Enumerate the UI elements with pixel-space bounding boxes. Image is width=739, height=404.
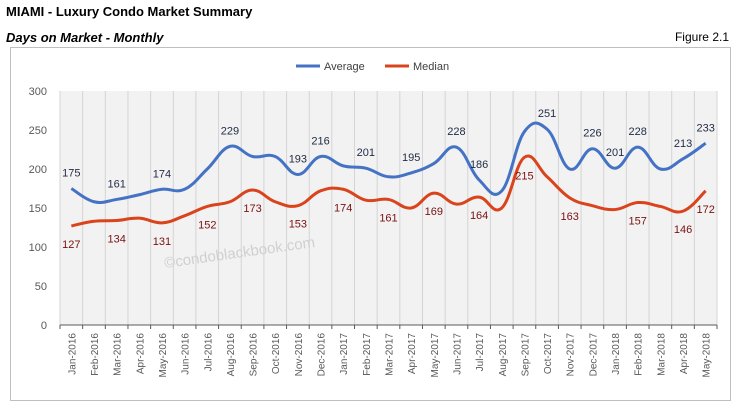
x-tick-label: Jun-2016 — [181, 333, 192, 375]
x-tick-label: Dec-2017 — [588, 333, 599, 377]
data-label: 186 — [470, 159, 488, 171]
chart-subtitle: Days on Market - Monthly — [6, 30, 164, 45]
data-label: 201 — [357, 147, 375, 159]
data-label: 195 — [402, 152, 420, 164]
x-tick-label: Jan-2018 — [611, 333, 622, 375]
data-label: 193 — [289, 153, 307, 165]
x-tick-label: Sep-2017 — [520, 333, 531, 377]
x-tick-label: Mar-2016 — [113, 333, 124, 376]
x-tick-label: May-2018 — [702, 333, 713, 378]
x-tick-label: Jul-2016 — [203, 333, 214, 372]
data-label: 229 — [221, 125, 239, 137]
y-tick-label: 250 — [29, 125, 47, 137]
data-label: 161 — [107, 178, 125, 190]
data-label: 164 — [470, 210, 488, 222]
page-title: MIAMI - Luxury Condo Market Summary — [6, 4, 253, 19]
data-label: 172 — [696, 204, 714, 216]
data-label: 131 — [153, 236, 171, 248]
x-tick-label: Mar-2018 — [656, 333, 667, 376]
data-label: 175 — [62, 168, 80, 180]
y-tick-label: 50 — [35, 281, 47, 293]
data-label: 157 — [629, 216, 647, 228]
y-tick-label: 0 — [41, 320, 47, 332]
data-label: 174 — [153, 168, 171, 180]
x-tick-label: Jan-2017 — [339, 333, 350, 375]
data-label: 213 — [674, 138, 692, 150]
x-tick-label: Dec-2016 — [317, 333, 328, 377]
data-label: 251 — [538, 108, 556, 120]
data-label: 173 — [243, 203, 261, 215]
y-tick-label: 150 — [29, 203, 47, 215]
y-tick-label: 100 — [29, 242, 47, 254]
series-line-average — [70, 121, 707, 205]
figure-number: Figure 2.1 — [674, 30, 729, 44]
data-label: 127 — [62, 239, 80, 251]
data-label: 215 — [515, 170, 533, 182]
data-label: 216 — [311, 136, 329, 148]
data-label: 134 — [107, 233, 125, 245]
data-label: 146 — [674, 224, 692, 236]
data-label: 169 — [425, 206, 443, 218]
y-tick-label: 200 — [29, 164, 47, 176]
data-label: 228 — [629, 126, 647, 138]
x-tick-label: Aug-2017 — [498, 333, 509, 377]
x-tick-label: Apr-2018 — [679, 333, 690, 375]
x-tick-label: Sep-2016 — [249, 333, 260, 377]
data-label: 161 — [379, 212, 397, 224]
data-label: 233 — [696, 122, 714, 134]
x-tick-label: Nov-2016 — [294, 333, 305, 377]
data-label: 163 — [561, 211, 579, 223]
x-tick-label: Feb-2016 — [90, 333, 101, 376]
x-tick-label: Apr-2017 — [407, 333, 418, 375]
x-tick-label: Mar-2017 — [385, 333, 396, 376]
x-tick-label: Feb-2018 — [634, 333, 645, 376]
x-tick-label: May-2017 — [430, 333, 441, 378]
x-tick-label: Jun-2017 — [452, 333, 463, 375]
chart-frame — [10, 47, 731, 401]
data-label: 174 — [334, 202, 352, 214]
x-tick-label: Apr-2016 — [135, 333, 146, 375]
x-tick-label: Jan-2016 — [67, 333, 78, 375]
data-label: 226 — [583, 128, 601, 140]
data-label: 153 — [289, 219, 307, 231]
data-label: 201 — [606, 147, 624, 159]
legend-label: Median — [413, 61, 449, 73]
data-label: 152 — [198, 219, 216, 231]
data-label: 228 — [447, 126, 465, 138]
series-line-median — [71, 154, 707, 228]
x-tick-label: Feb-2017 — [362, 333, 373, 376]
x-tick-label: Jul-2017 — [475, 333, 486, 372]
x-tick-label: Aug-2016 — [226, 333, 237, 377]
x-tick-label: Oct-2017 — [543, 333, 554, 375]
legend-label: Average — [324, 61, 365, 73]
x-tick-label: Nov-2017 — [566, 333, 577, 377]
y-tick-label: 300 — [29, 86, 47, 98]
x-tick-label: Oct-2016 — [271, 333, 282, 375]
x-tick-label: May-2016 — [158, 333, 169, 378]
